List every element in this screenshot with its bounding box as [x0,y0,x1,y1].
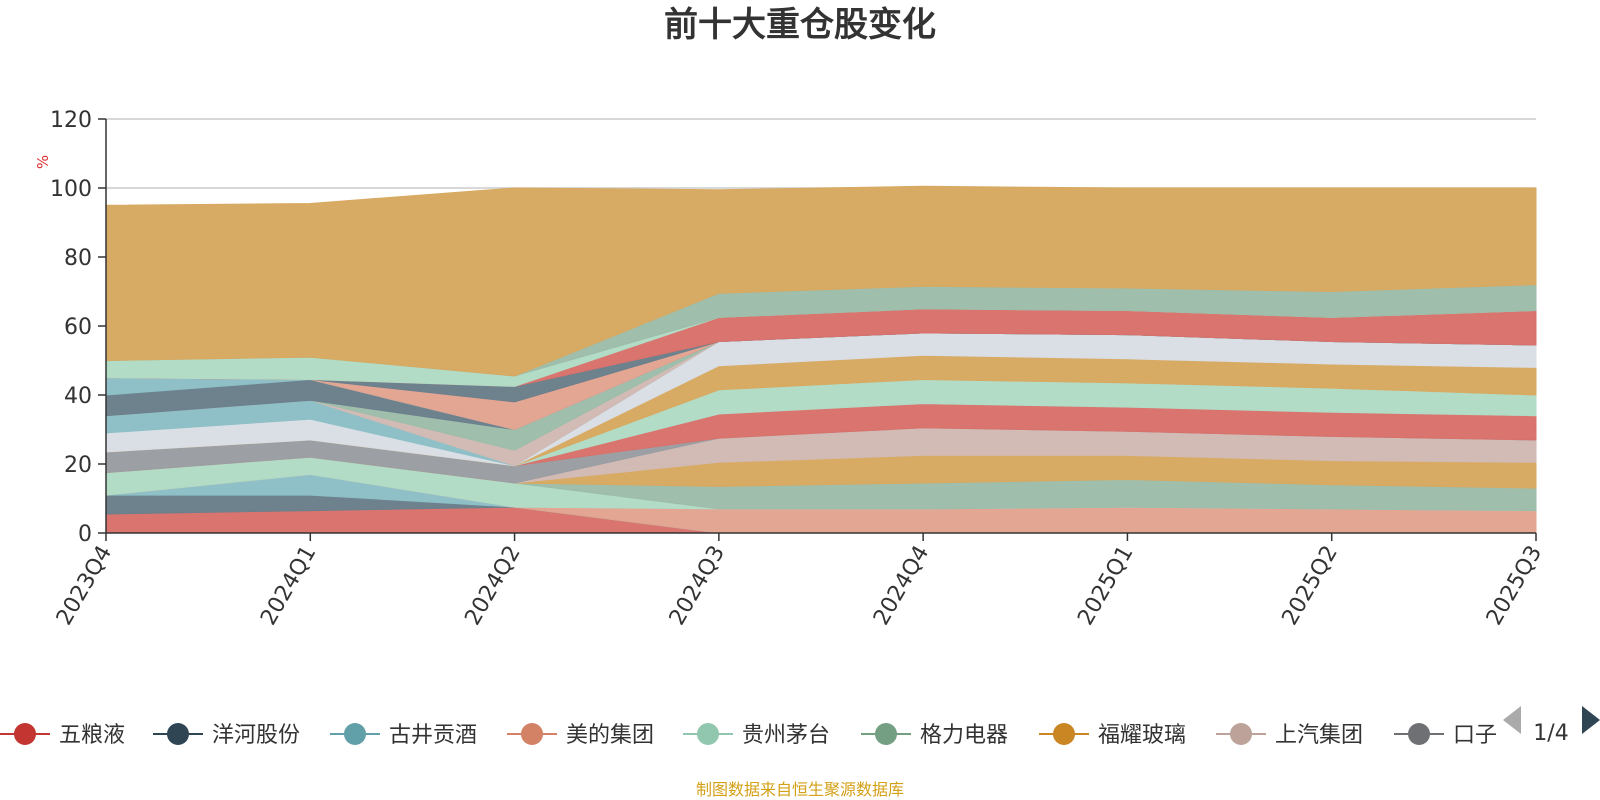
legend-item-8[interactable]: 口子 [1394,723,1497,748]
legend-label: 口子 [1453,723,1497,748]
legend-circle-icon [521,723,543,745]
x-tick-label-6: 2025Q2 [1278,542,1343,630]
legend-label: 洋河股份 [212,723,300,748]
legend-label: 上汽集团 [1275,723,1363,748]
legend-circle-icon [697,723,719,745]
legend-item-1[interactable]: 洋河股份 [153,723,300,748]
chart-title: 前十大重仓股变化 [664,5,936,45]
x-tick-label-4: 2024Q4 [869,542,934,630]
legend-pager: 1/4 [1503,706,1600,746]
legend-label: 古井贡酒 [389,723,477,748]
y-tick-label-5: 100 [50,177,92,202]
legend-circle-icon [344,723,366,745]
legend-next-page-icon[interactable] [1582,706,1600,734]
x-tick-label-7: 2025Q3 [1482,542,1547,630]
area-series-group [105,185,1537,534]
legend-item-7[interactable]: 上汽集团 [1216,723,1363,748]
legend: 五粮液 洋河股份 古井贡酒 美的集团 贵州茅台 格力电器 福耀玻璃 上汽集团 口子 [0,723,1497,748]
legend-item-3[interactable]: 美的集团 [507,723,654,748]
legend-circle-icon [14,723,36,745]
y-tick-label-1: 20 [64,453,92,478]
y-tick-label-4: 80 [64,246,92,271]
legend-prev-page-icon[interactable] [1503,706,1521,734]
legend-label: 五粮液 [59,723,125,748]
legend-page-indicator: 1/4 [1533,721,1568,746]
x-tick-label-0: 2023Q4 [52,542,117,630]
legend-circle-icon [167,723,189,745]
source-note: 制图数据来自恒生聚源数据库 [696,780,904,799]
x-tick-label-5: 2025Q1 [1073,542,1138,630]
legend-item-2[interactable]: 古井贡酒 [330,723,477,748]
legend-circle-icon [875,723,897,745]
legend-item-6[interactable]: 福耀玻璃 [1039,723,1186,748]
legend-label: 贵州茅台 [742,723,830,748]
legend-label: 美的集团 [566,723,654,748]
y-tick-label-3: 60 [64,315,92,340]
y-axis-unit-label: % [34,155,52,169]
area-series-23 [105,185,1537,377]
legend-item-5[interactable]: 格力电器 [861,723,1008,748]
legend-circle-icon [1053,723,1075,745]
x-tick-label-2: 2024Q2 [460,542,525,630]
legend-item-0[interactable]: 五粮液 [0,723,125,748]
y-tick-label-6: 120 [50,108,92,133]
legend-item-4[interactable]: 贵州茅台 [683,723,830,748]
legend-circle-icon [1408,723,1430,745]
x-tick-label-3: 2024Q3 [665,542,730,630]
legend-label: 福耀玻璃 [1098,723,1186,748]
legend-circle-icon [1230,723,1252,745]
x-tick-label-1: 2024Q1 [256,542,321,630]
y-tick-label-0: 0 [78,522,92,547]
y-tick-label-2: 40 [64,384,92,409]
legend-label: 格力电器 [920,723,1008,748]
